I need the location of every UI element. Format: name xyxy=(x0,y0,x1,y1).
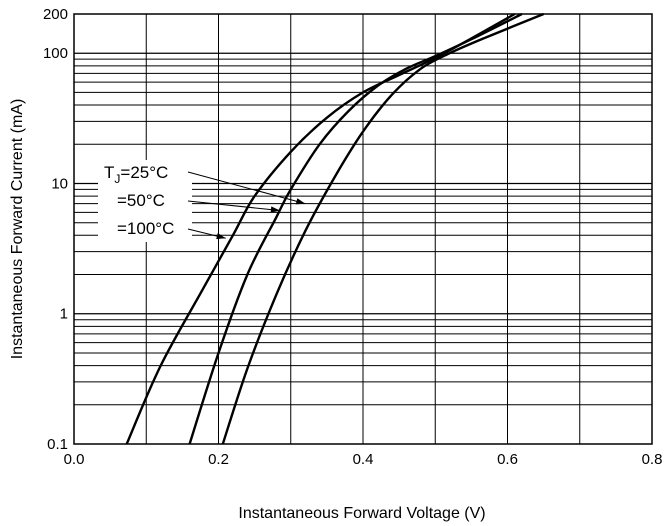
x-tick-label: 0.8 xyxy=(642,451,663,468)
annotation-50c-arrowhead xyxy=(270,206,280,213)
y-tick-label: 200 xyxy=(43,6,68,23)
series-line-50c xyxy=(188,12,523,445)
series-line-25c xyxy=(125,12,516,445)
annotation-50c-leader xyxy=(187,200,280,212)
series-line-100c xyxy=(221,12,545,445)
x-axis-title: Instantaneous Forward Voltage (V) xyxy=(238,505,485,522)
series-label-50c: =50°C xyxy=(117,191,165,210)
x-tick-label: 0.2 xyxy=(208,451,229,468)
plot-frame xyxy=(73,13,653,445)
annotation-25c-arrowhead xyxy=(295,198,306,205)
annotation-background xyxy=(98,160,192,242)
y-tick-label: 100 xyxy=(43,45,68,62)
y-tick-label: 0.1 xyxy=(47,436,68,453)
series-label-25c: TJ=25°C xyxy=(104,163,168,186)
x-tick-label: 0.6 xyxy=(497,451,518,468)
annotation-25c-leader xyxy=(187,171,306,205)
annotation-100c-arrowhead xyxy=(216,232,226,240)
y-axis-title: Instantaneous Forward Current (mA) xyxy=(9,99,26,360)
x-tick-label: 0.4 xyxy=(353,451,374,468)
y-tick-label: 10 xyxy=(51,175,68,192)
y-tick-label: 1 xyxy=(60,306,68,323)
series-label-100c: =100°C xyxy=(117,219,174,238)
x-tick-label: 0.0 xyxy=(64,451,85,468)
